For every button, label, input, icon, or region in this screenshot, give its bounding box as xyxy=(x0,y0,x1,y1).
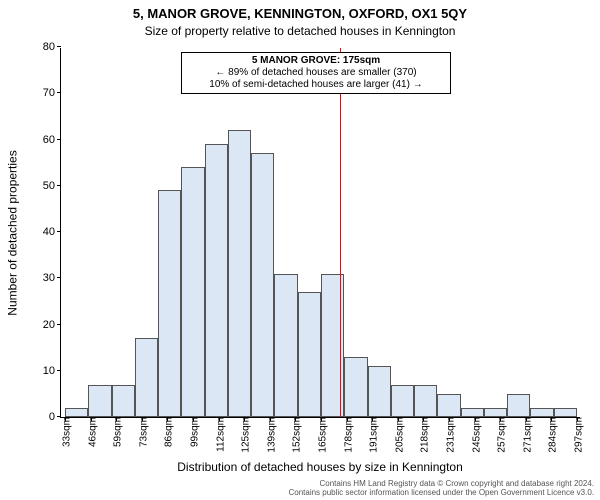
x-tick-label: 297sqm xyxy=(570,417,585,453)
y-tick-label: 50 xyxy=(25,180,61,192)
x-tick-label: 112sqm xyxy=(211,417,226,452)
footer-attribution: Contains HM Land Registry data © Crown c… xyxy=(0,480,600,498)
x-tick-label: 99sqm xyxy=(186,417,201,447)
chart-title: 5, MANOR GROVE, KENNINGTON, OXFORD, OX1 … xyxy=(0,6,600,21)
bar xyxy=(530,408,553,417)
bar xyxy=(158,190,181,417)
bar xyxy=(135,338,158,417)
y-tick-label: 40 xyxy=(25,226,61,238)
y-tick-mark xyxy=(57,139,61,140)
chart-container: 5, MANOR GROVE, KENNINGTON, OXFORD, OX1 … xyxy=(0,0,600,500)
y-tick-label: 10 xyxy=(25,365,61,377)
annotation-box: 5 MANOR GROVE: 175sqm ← 89% of detached … xyxy=(181,52,451,94)
x-tick-label: 205sqm xyxy=(390,417,405,453)
y-tick-label: 80 xyxy=(25,41,61,53)
y-axis-label-wrap: Number of detached properties xyxy=(5,48,21,418)
bar xyxy=(507,394,530,417)
bar xyxy=(251,153,274,417)
bar xyxy=(65,408,88,417)
bar xyxy=(88,385,111,417)
x-tick-label: 245sqm xyxy=(467,417,482,453)
chart-subtitle: Size of property relative to detached ho… xyxy=(0,24,600,38)
x-tick-label: 59sqm xyxy=(109,417,124,447)
y-tick-mark xyxy=(57,92,61,93)
x-tick-label: 73sqm xyxy=(134,417,149,447)
bar xyxy=(274,274,297,417)
marker-line xyxy=(340,48,341,417)
x-tick-label: 284sqm xyxy=(544,417,559,453)
annotation-line3: 10% of semi-detached houses are larger (… xyxy=(186,79,446,91)
x-tick-label: 191sqm xyxy=(365,417,380,453)
y-tick-mark xyxy=(57,231,61,232)
x-tick-label: 33sqm xyxy=(58,417,73,447)
y-tick-label: 0 xyxy=(25,411,61,423)
footer-line2: Contains public sector information licen… xyxy=(0,489,594,498)
annotation-line2: ← 89% of detached houses are smaller (37… xyxy=(186,67,446,79)
bar xyxy=(344,357,367,417)
x-axis-label: Distribution of detached houses by size … xyxy=(60,460,580,474)
bars-layer xyxy=(61,48,580,417)
y-axis-label: Number of detached properties xyxy=(6,150,20,315)
bar xyxy=(554,408,577,417)
y-tick-label: 20 xyxy=(25,319,61,331)
x-tick-label: 165sqm xyxy=(314,417,329,453)
bar xyxy=(414,385,437,417)
bar xyxy=(298,292,321,417)
annotation-line1: 5 MANOR GROVE: 175sqm xyxy=(186,55,446,67)
y-tick-label: 60 xyxy=(25,134,61,146)
y-tick-mark xyxy=(57,370,61,371)
x-tick-label: 231sqm xyxy=(442,417,457,453)
x-tick-label: 257sqm xyxy=(493,417,508,453)
x-tick-label: 86sqm xyxy=(160,417,175,447)
x-tick-label: 125sqm xyxy=(237,417,252,453)
x-tick-label: 218sqm xyxy=(416,417,431,453)
bar xyxy=(368,366,391,417)
y-tick-label: 70 xyxy=(25,87,61,99)
x-tick-label: 152sqm xyxy=(288,417,303,453)
bar xyxy=(181,167,204,417)
bar xyxy=(112,385,135,417)
x-tick-label: 46sqm xyxy=(83,417,98,447)
plot-area: 5 MANOR GROVE: 175sqm ← 89% of detached … xyxy=(60,48,580,418)
y-tick-label: 30 xyxy=(25,272,61,284)
y-tick-mark xyxy=(57,185,61,186)
y-tick-mark xyxy=(57,324,61,325)
bar xyxy=(437,394,460,417)
x-tick-label: 271sqm xyxy=(518,417,533,453)
bar xyxy=(228,130,251,417)
bar xyxy=(461,408,484,417)
x-tick-label: 178sqm xyxy=(339,417,354,453)
bar xyxy=(205,144,228,417)
y-tick-mark xyxy=(57,277,61,278)
y-tick-mark xyxy=(57,46,61,47)
bar xyxy=(391,385,414,417)
bar xyxy=(484,408,507,417)
x-tick-label: 139sqm xyxy=(262,417,277,453)
